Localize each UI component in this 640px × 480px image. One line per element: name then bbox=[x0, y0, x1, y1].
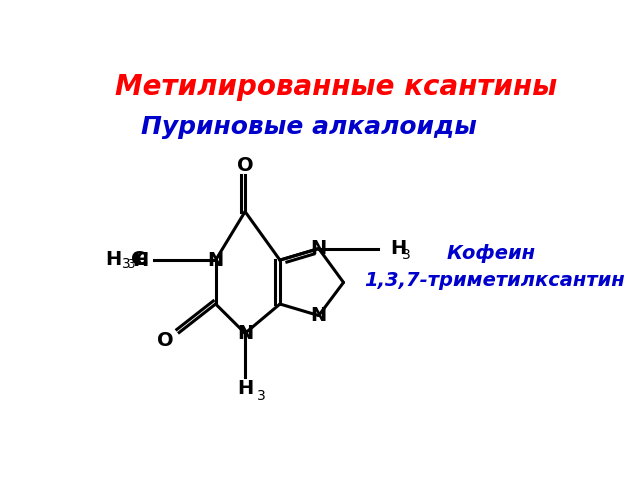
Text: Кофеин: Кофеин bbox=[446, 244, 535, 264]
Text: N: N bbox=[207, 251, 224, 270]
Text: H$_3$C: H$_3$C bbox=[104, 250, 145, 271]
Text: 3: 3 bbox=[257, 389, 266, 403]
Text: H: H bbox=[390, 239, 406, 258]
Text: O: O bbox=[157, 332, 173, 350]
Text: N: N bbox=[310, 239, 327, 258]
Text: N: N bbox=[310, 306, 327, 325]
Text: 1,3,7-триметилксантин: 1,3,7-триметилксантин bbox=[364, 271, 625, 290]
Text: Пуриновые алкалоиды: Пуриновые алкалоиды bbox=[141, 115, 477, 139]
Text: H: H bbox=[132, 251, 148, 270]
Text: $_3$C: $_3$C bbox=[127, 250, 148, 270]
Text: O: O bbox=[237, 156, 253, 175]
Text: N: N bbox=[237, 324, 253, 343]
Text: Метилированные ксантины: Метилированные ксантины bbox=[115, 73, 557, 101]
Text: 3: 3 bbox=[402, 248, 410, 262]
Text: H: H bbox=[237, 379, 253, 398]
